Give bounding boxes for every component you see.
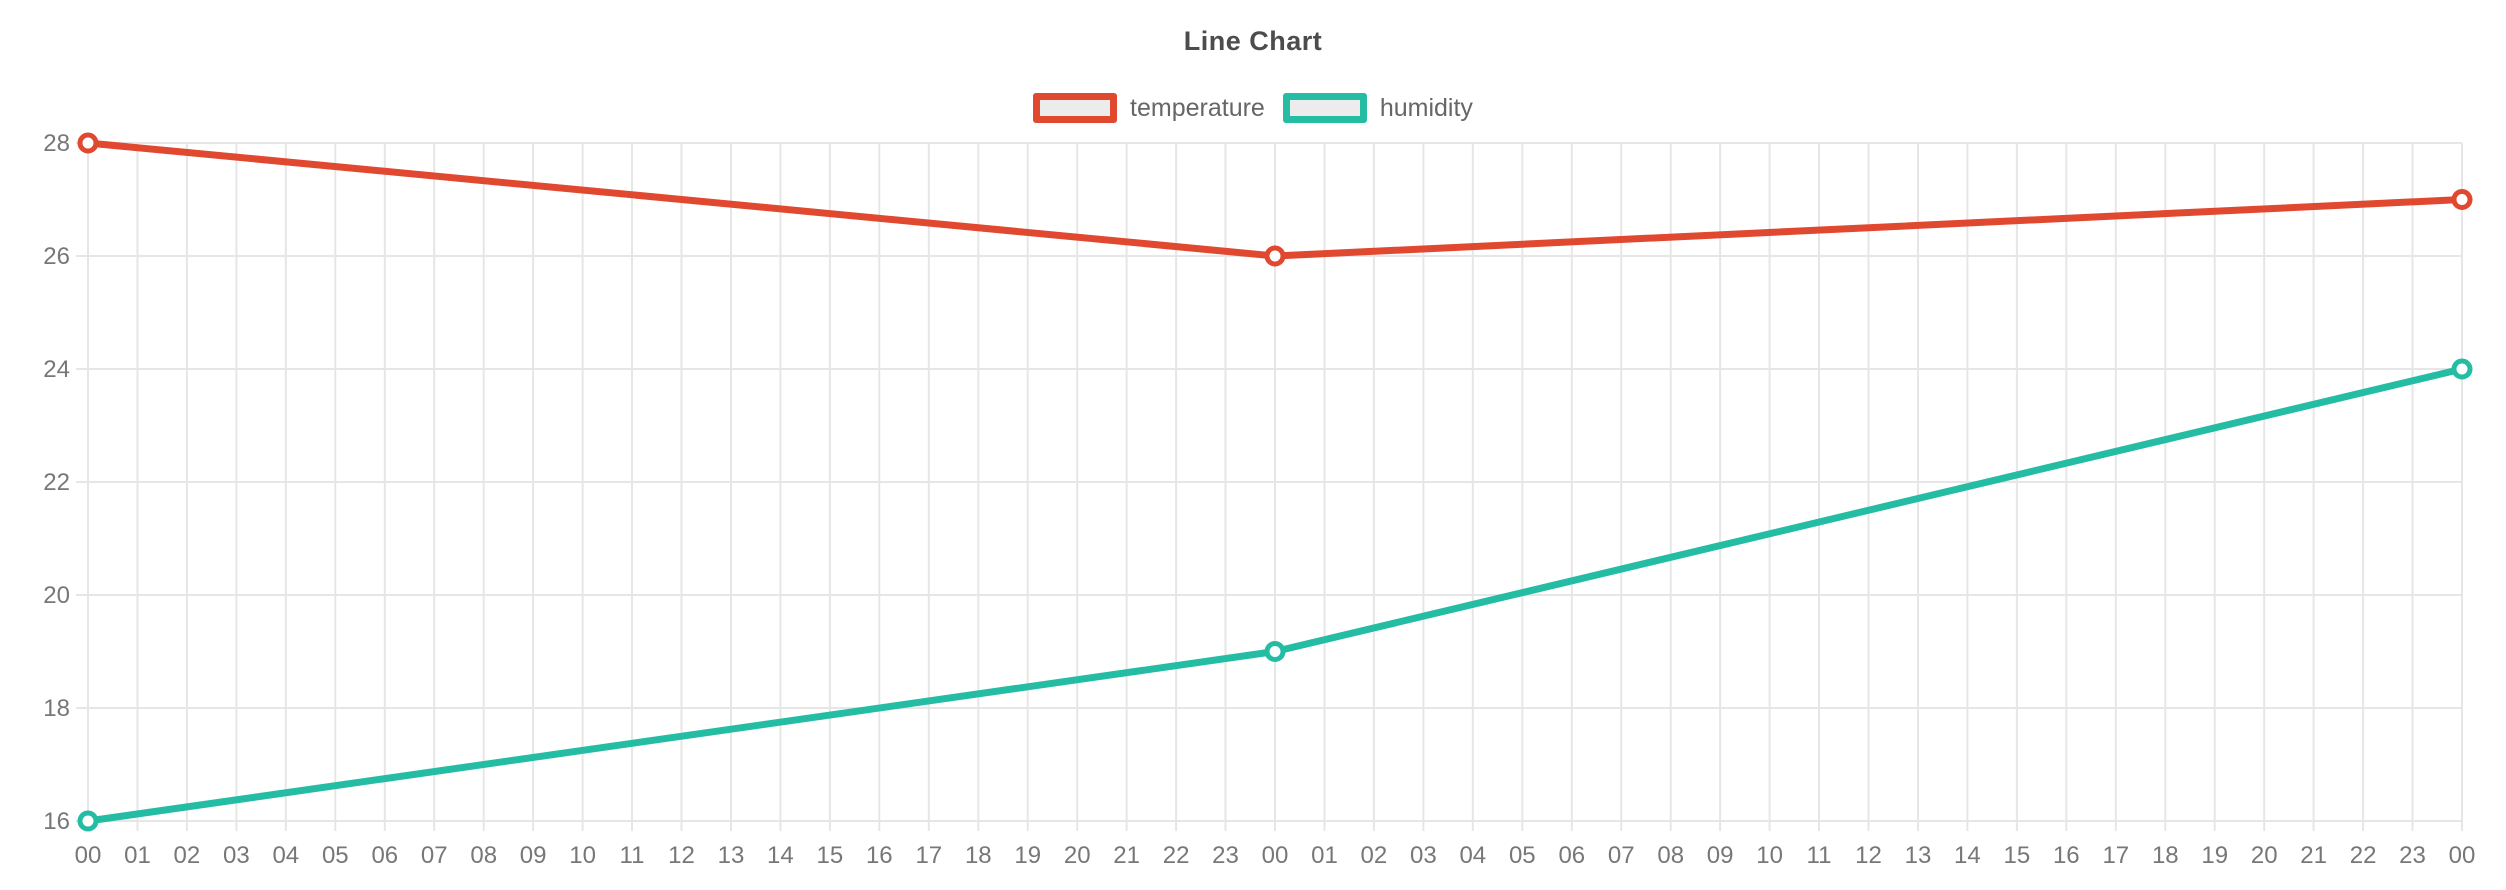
humidity-legend-label: humidity <box>1379 93 1473 122</box>
x-tick-label: 09 <box>1707 842 1734 869</box>
x-tick-label: 21 <box>2300 842 2327 869</box>
x-tick-label: 11 <box>620 842 645 869</box>
y-tick-label: 20 <box>43 582 70 609</box>
y-tick-label: 28 <box>43 130 70 157</box>
x-tick-label: 17 <box>2102 842 2129 869</box>
x-tick-label: 02 <box>174 842 201 869</box>
temperature-legend-label: temperature <box>1130 93 1265 122</box>
x-tick-label: 15 <box>817 842 844 869</box>
x-tick-label: 10 <box>569 842 596 869</box>
y-tick-label: 22 <box>43 469 70 496</box>
y-tick-label: 26 <box>43 243 70 270</box>
x-tick-label: 06 <box>371 842 398 869</box>
x-tick-label: 01 <box>124 842 151 869</box>
x-tick-label: 23 <box>1212 842 1239 869</box>
x-tick-label: 19 <box>1014 842 1041 869</box>
x-tick-label: 04 <box>1459 842 1486 869</box>
x-tick-label: 16 <box>866 842 893 869</box>
x-tick-label: 22 <box>1163 842 1190 869</box>
x-tick-label: 11 <box>1807 842 1832 869</box>
x-tick-label: 23 <box>2399 842 2426 869</box>
x-tick-label: 13 <box>718 842 745 869</box>
x-tick-label: 03 <box>223 842 250 869</box>
legend-item-temperature[interactable]: temperature <box>1033 93 1265 123</box>
x-tick-label: 17 <box>915 842 942 869</box>
x-tick-label: 10 <box>1756 842 1783 869</box>
x-tick-label: 06 <box>1558 842 1585 869</box>
x-tick-label: 21 <box>1113 842 1140 869</box>
x-tick-label: 20 <box>2251 842 2278 869</box>
x-tick-label: 05 <box>322 842 349 869</box>
x-tick-label: 14 <box>767 842 794 869</box>
x-tick-label: 12 <box>668 842 695 869</box>
y-tick-label: 24 <box>43 356 70 383</box>
x-tick-label: 18 <box>2152 842 2179 869</box>
x-tick-label: 13 <box>1905 842 1932 869</box>
x-tick-label: 05 <box>1509 842 1536 869</box>
x-tick-label: 00 <box>2449 842 2476 869</box>
x-tick-label: 16 <box>2053 842 2080 869</box>
temperature-legend-swatch <box>1033 93 1118 123</box>
x-tick-label: 07 <box>421 842 448 869</box>
x-tick-label: 08 <box>1657 842 1684 869</box>
x-tick-label: 12 <box>1855 842 1882 869</box>
data-point-humidity[interactable] <box>77 810 99 832</box>
x-tick-label: 20 <box>1064 842 1091 869</box>
data-point-temperature[interactable] <box>2451 189 2473 210</box>
x-tick-label: 18 <box>965 842 992 869</box>
data-point-temperature[interactable] <box>77 132 99 154</box>
humidity-legend-swatch <box>1282 93 1367 123</box>
x-tick-label: 15 <box>2004 842 2031 869</box>
x-tick-label: 03 <box>1410 842 1437 869</box>
data-point-temperature[interactable] <box>1264 245 1286 267</box>
x-tick-label: 19 <box>2201 842 2228 869</box>
x-tick-label: 02 <box>1361 842 1388 869</box>
data-point-humidity[interactable] <box>1264 641 1286 662</box>
x-tick-label: 00 <box>1262 842 1289 869</box>
x-tick-label: 08 <box>470 842 497 869</box>
x-tick-label: 14 <box>1954 842 1981 869</box>
x-tick-label: 04 <box>272 842 299 869</box>
legend-item-humidity[interactable]: humidity <box>1282 93 1473 123</box>
x-tick-label: 01 <box>1311 842 1338 869</box>
chart-legend: temperature humidity <box>0 93 2506 123</box>
x-tick-label: 09 <box>520 842 547 869</box>
x-tick-label: 22 <box>2350 842 2377 869</box>
data-point-humidity[interactable] <box>2451 358 2473 380</box>
y-tick-label: 16 <box>43 808 70 835</box>
chart-title: Line Chart <box>1183 26 1323 56</box>
x-tick-label: 07 <box>1608 842 1635 869</box>
x-tick-label: 00 <box>75 842 102 869</box>
y-tick-label: 18 <box>43 695 70 722</box>
